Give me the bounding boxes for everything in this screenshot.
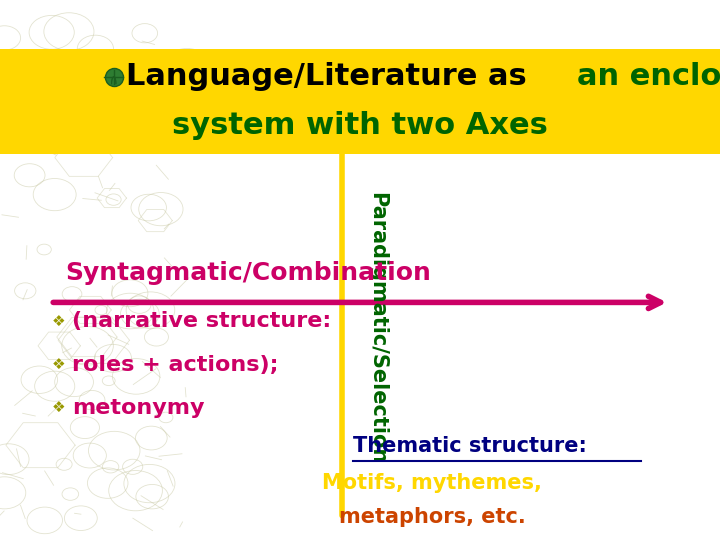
Text: Paradigmatic/Selection: Paradigmatic/Selection: [367, 192, 387, 464]
Text: an enclosed: an enclosed: [577, 62, 720, 91]
Text: metaphors, etc.: metaphors, etc.: [338, 507, 526, 528]
Text: ❖: ❖: [53, 357, 66, 372]
Text: metonymy: metonymy: [72, 397, 204, 418]
Text: ❖: ❖: [53, 314, 66, 329]
Text: roles + actions);: roles + actions);: [72, 354, 279, 375]
Text: system with two Axes: system with two Axes: [172, 111, 548, 140]
Text: Syntagmatic/Combination: Syntagmatic/Combination: [65, 261, 431, 285]
Text: Thematic structure:: Thematic structure:: [353, 435, 587, 456]
Text: ❖: ❖: [53, 400, 66, 415]
FancyBboxPatch shape: [0, 49, 720, 154]
Text: (narrative structure:: (narrative structure:: [72, 311, 331, 332]
Text: Language/Literature as: Language/Literature as: [126, 62, 537, 91]
Text: Motifs, mythemes,: Motifs, mythemes,: [322, 473, 542, 494]
